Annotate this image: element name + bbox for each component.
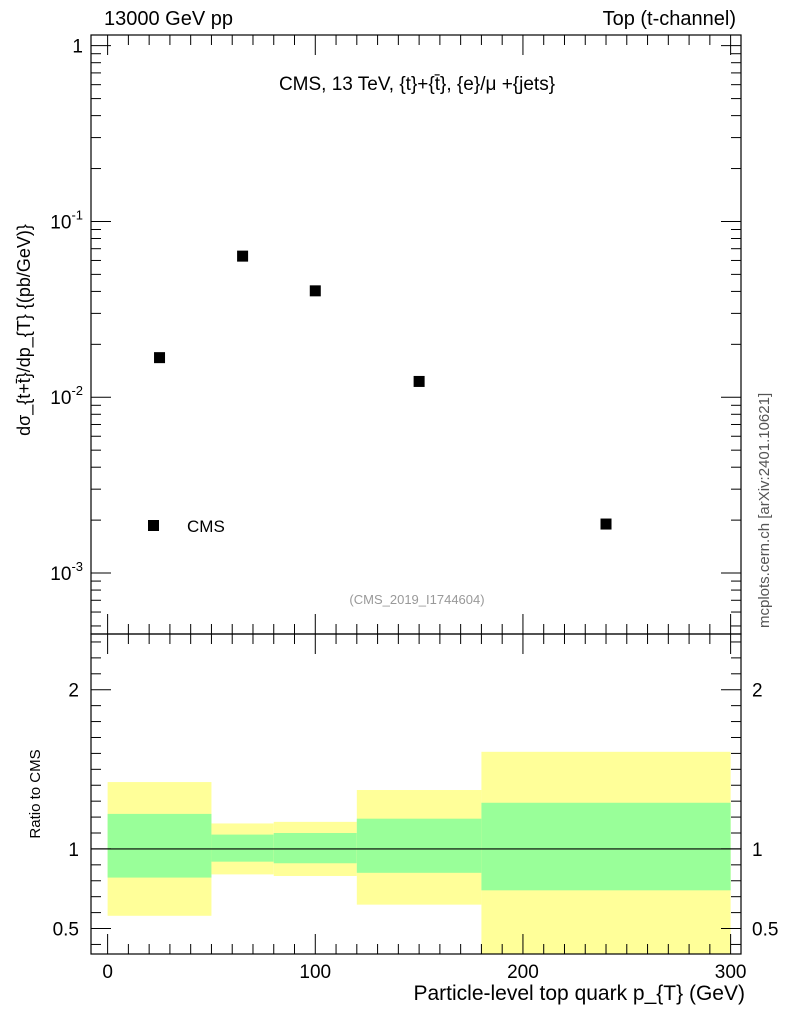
x-tick-label: 0 [102, 962, 113, 983]
data-point [237, 250, 249, 262]
main-y-axis-label: dσ_{t+t̄}/dp_{T} {(pb/GeV)} [14, 224, 35, 436]
x-tick-labels: 0 100 200 300 [102, 962, 746, 983]
analysis-tag: (CMS_2019_I1744604) [349, 592, 484, 607]
ratio-y-tick-label-left: 0.5 [53, 920, 79, 941]
legend-label: CMS [187, 517, 225, 536]
main-y-tick-label: 10-3 [50, 559, 83, 585]
main-y-tick-label: 10-2 [50, 383, 83, 409]
header-right-label: Top (t-channel) [602, 8, 736, 30]
data-point [413, 375, 425, 387]
main-y-tick-label: 10-1 [50, 207, 83, 233]
ratio-inner-band-1 [211, 834, 274, 862]
ratio-y-tick-label-left: 2 [68, 681, 79, 702]
x-tick-label: 300 [715, 962, 747, 983]
ratio-y-tick-label-right: 0.5 [752, 920, 778, 941]
x-axis-label: Particle-level top quark p_{T} (GeV) [414, 982, 746, 1005]
ratio-bands [107, 751, 731, 954]
ratio-axis-ticks [91, 641, 741, 945]
data-point [154, 352, 166, 364]
data-point [309, 285, 321, 297]
ratio-inner-band-4 [481, 802, 731, 891]
data-points [154, 250, 612, 530]
ratio-y-axis-label: Ratio to CMS [27, 749, 44, 838]
ratio-y-tick-label-right: 1 [752, 840, 763, 861]
main-y-tick-labels: 10-3 10-2 10-1 1 [50, 37, 83, 585]
chart-title: CMS, 13 TeV, {t}+{t̄}, {e}/μ +{jets} [279, 74, 555, 95]
legend-marker [148, 520, 159, 531]
ratio-inner-band-0 [107, 813, 212, 878]
ratio-y-tick-label-left: 1 [68, 840, 79, 861]
x-tick-label: 200 [507, 962, 539, 983]
ratio-y-tick-label-right: 2 [752, 681, 763, 702]
ratio-inner-band-2 [273, 833, 357, 864]
x-axis-ticks [107, 35, 732, 954]
ratio-y-tick-labels: 0.5 0.5 1 1 2 2 [53, 681, 779, 941]
data-point [600, 518, 612, 530]
main-axis-ticks [91, 45, 741, 627]
main-panel-frame [90, 34, 742, 635]
main-y-tick-label: 1 [72, 37, 83, 58]
ratio-panel-frame [90, 633, 742, 955]
x-tick-label: 100 [299, 962, 331, 983]
header-left-label: 13000 GeV pp [104, 8, 233, 30]
ratio-inner-band-3 [356, 818, 482, 873]
